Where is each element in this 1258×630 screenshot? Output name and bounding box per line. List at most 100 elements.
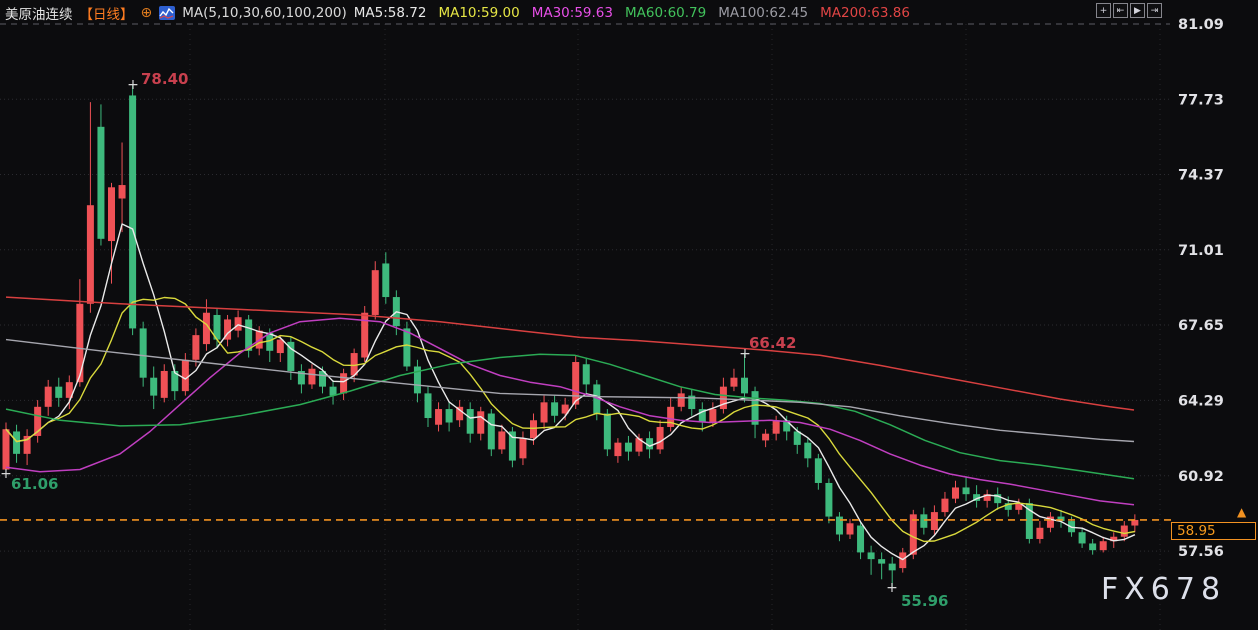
axis-tick-label: 81.09 — [1178, 17, 1224, 33]
candle-body — [646, 438, 654, 450]
candle-body — [329, 386, 337, 396]
candle-body — [751, 391, 759, 425]
extreme-cross-marker: + — [127, 77, 139, 93]
extreme-cross-marker: + — [739, 346, 751, 362]
candle-body — [403, 328, 411, 367]
add-indicator-icon[interactable]: ⊕ — [140, 5, 153, 21]
candle-body — [814, 458, 822, 483]
ma-value-label: MA10:59.00 — [438, 5, 520, 21]
candle-body — [519, 438, 527, 459]
candle-body — [667, 406, 675, 427]
axis-tick-label: 60.92 — [1178, 469, 1224, 485]
candle-body — [688, 395, 696, 410]
play-icon[interactable]: ▶ — [1130, 3, 1145, 18]
candle-body — [878, 559, 886, 564]
current-price-tag: 58.95 — [1171, 522, 1256, 540]
candle-body — [65, 382, 73, 398]
candle-body — [677, 393, 685, 407]
candle-body — [160, 370, 168, 398]
axis-tick-label: 57.56 — [1178, 544, 1224, 560]
ma-value-label: MA200:63.86 — [820, 5, 910, 21]
candle-body — [1004, 503, 1012, 510]
candle-body — [340, 373, 348, 394]
candle-body — [287, 341, 295, 371]
candle-body — [603, 413, 611, 450]
candle-body — [772, 420, 780, 434]
candle-body — [762, 433, 770, 441]
candle-body — [551, 402, 559, 416]
candle-body — [835, 516, 843, 535]
candle-body — [276, 339, 284, 354]
timeframe-tab[interactable]: 【日线】 — [79, 7, 134, 23]
candle-body — [783, 420, 791, 432]
candle-body — [44, 386, 52, 407]
ma-value-label: MA5:58.72 — [353, 5, 427, 21]
price-annotation: 66.42 — [749, 334, 796, 352]
candle-body — [34, 406, 42, 436]
candle-body — [530, 420, 537, 439]
ma-current-values: MA5:58.72 MA10:59.00 MA30:59.63 MA60:60.79 M… — [354, 5, 910, 21]
candle-body — [319, 370, 326, 387]
ma-value-label: MA60:60.79 — [624, 5, 707, 21]
candle-body — [846, 523, 854, 535]
ma-value-label: MA30:59.63 — [531, 5, 613, 21]
candle-body — [962, 487, 970, 495]
candle-body — [456, 406, 464, 421]
ma-line-MA60 — [5, 353, 1135, 480]
candle-body — [941, 498, 949, 513]
candle-body — [139, 328, 147, 378]
ma-line-MA100 — [5, 338, 1135, 443]
candle-body — [213, 314, 221, 340]
candle-body — [424, 393, 432, 419]
mini-chart-icon[interactable] — [159, 6, 176, 20]
candle-body — [1057, 516, 1065, 522]
crosshair-icon[interactable]: + — [1096, 3, 1111, 18]
jump-start-icon[interactable]: ⇤ — [1113, 3, 1128, 18]
symbol-title: 美原油连续 — [5, 7, 73, 23]
candle-body — [245, 319, 253, 351]
candle-body — [561, 404, 569, 414]
candle-body — [76, 303, 84, 383]
ma-line-MA10 — [5, 296, 1136, 543]
candle-body — [498, 431, 506, 450]
axis-tick-label: 74.37 — [1178, 168, 1224, 184]
price-annotation: 61.06 — [11, 475, 58, 493]
candle-body — [413, 366, 421, 394]
candle-body — [234, 317, 242, 331]
candle-body — [192, 335, 200, 360]
candle-body — [382, 263, 390, 298]
candle-body — [973, 494, 981, 501]
candle-body — [1078, 532, 1086, 544]
current-price-value: 58.95 — [1177, 523, 1216, 539]
candle-body — [129, 95, 137, 329]
candle-body — [1099, 541, 1107, 551]
chart-toolbar: + ⇤ ▶ ⇥ — [1096, 3, 1162, 18]
candle-body — [361, 312, 369, 358]
candle-body — [308, 368, 316, 385]
candle-body — [614, 442, 622, 457]
candle-body — [741, 377, 748, 394]
fx678-watermark: FX678 — [1101, 572, 1227, 607]
candle-body — [709, 409, 717, 423]
candle-body — [635, 438, 643, 452]
candle-body — [118, 185, 126, 199]
candle-body — [181, 359, 189, 392]
candle-body — [508, 431, 516, 461]
candle-body — [224, 319, 232, 340]
jump-latest-icon[interactable]: ⇥ — [1147, 3, 1162, 18]
candle-body — [13, 431, 21, 454]
candle-body — [1110, 536, 1118, 542]
price-alert-arrow-icon: ▲ — [1237, 505, 1247, 519]
candle-body — [793, 431, 801, 445]
axis-tick-label: 67.65 — [1178, 318, 1224, 334]
extreme-cross-marker: + — [0, 466, 12, 482]
candle-body — [1036, 527, 1044, 539]
candle-body — [23, 435, 31, 454]
candle-body — [55, 386, 63, 398]
candle-body — [624, 442, 632, 452]
candle-body — [2, 429, 10, 470]
candle-body — [97, 126, 105, 239]
candle-body — [825, 482, 833, 517]
candle-body — [857, 525, 865, 553]
